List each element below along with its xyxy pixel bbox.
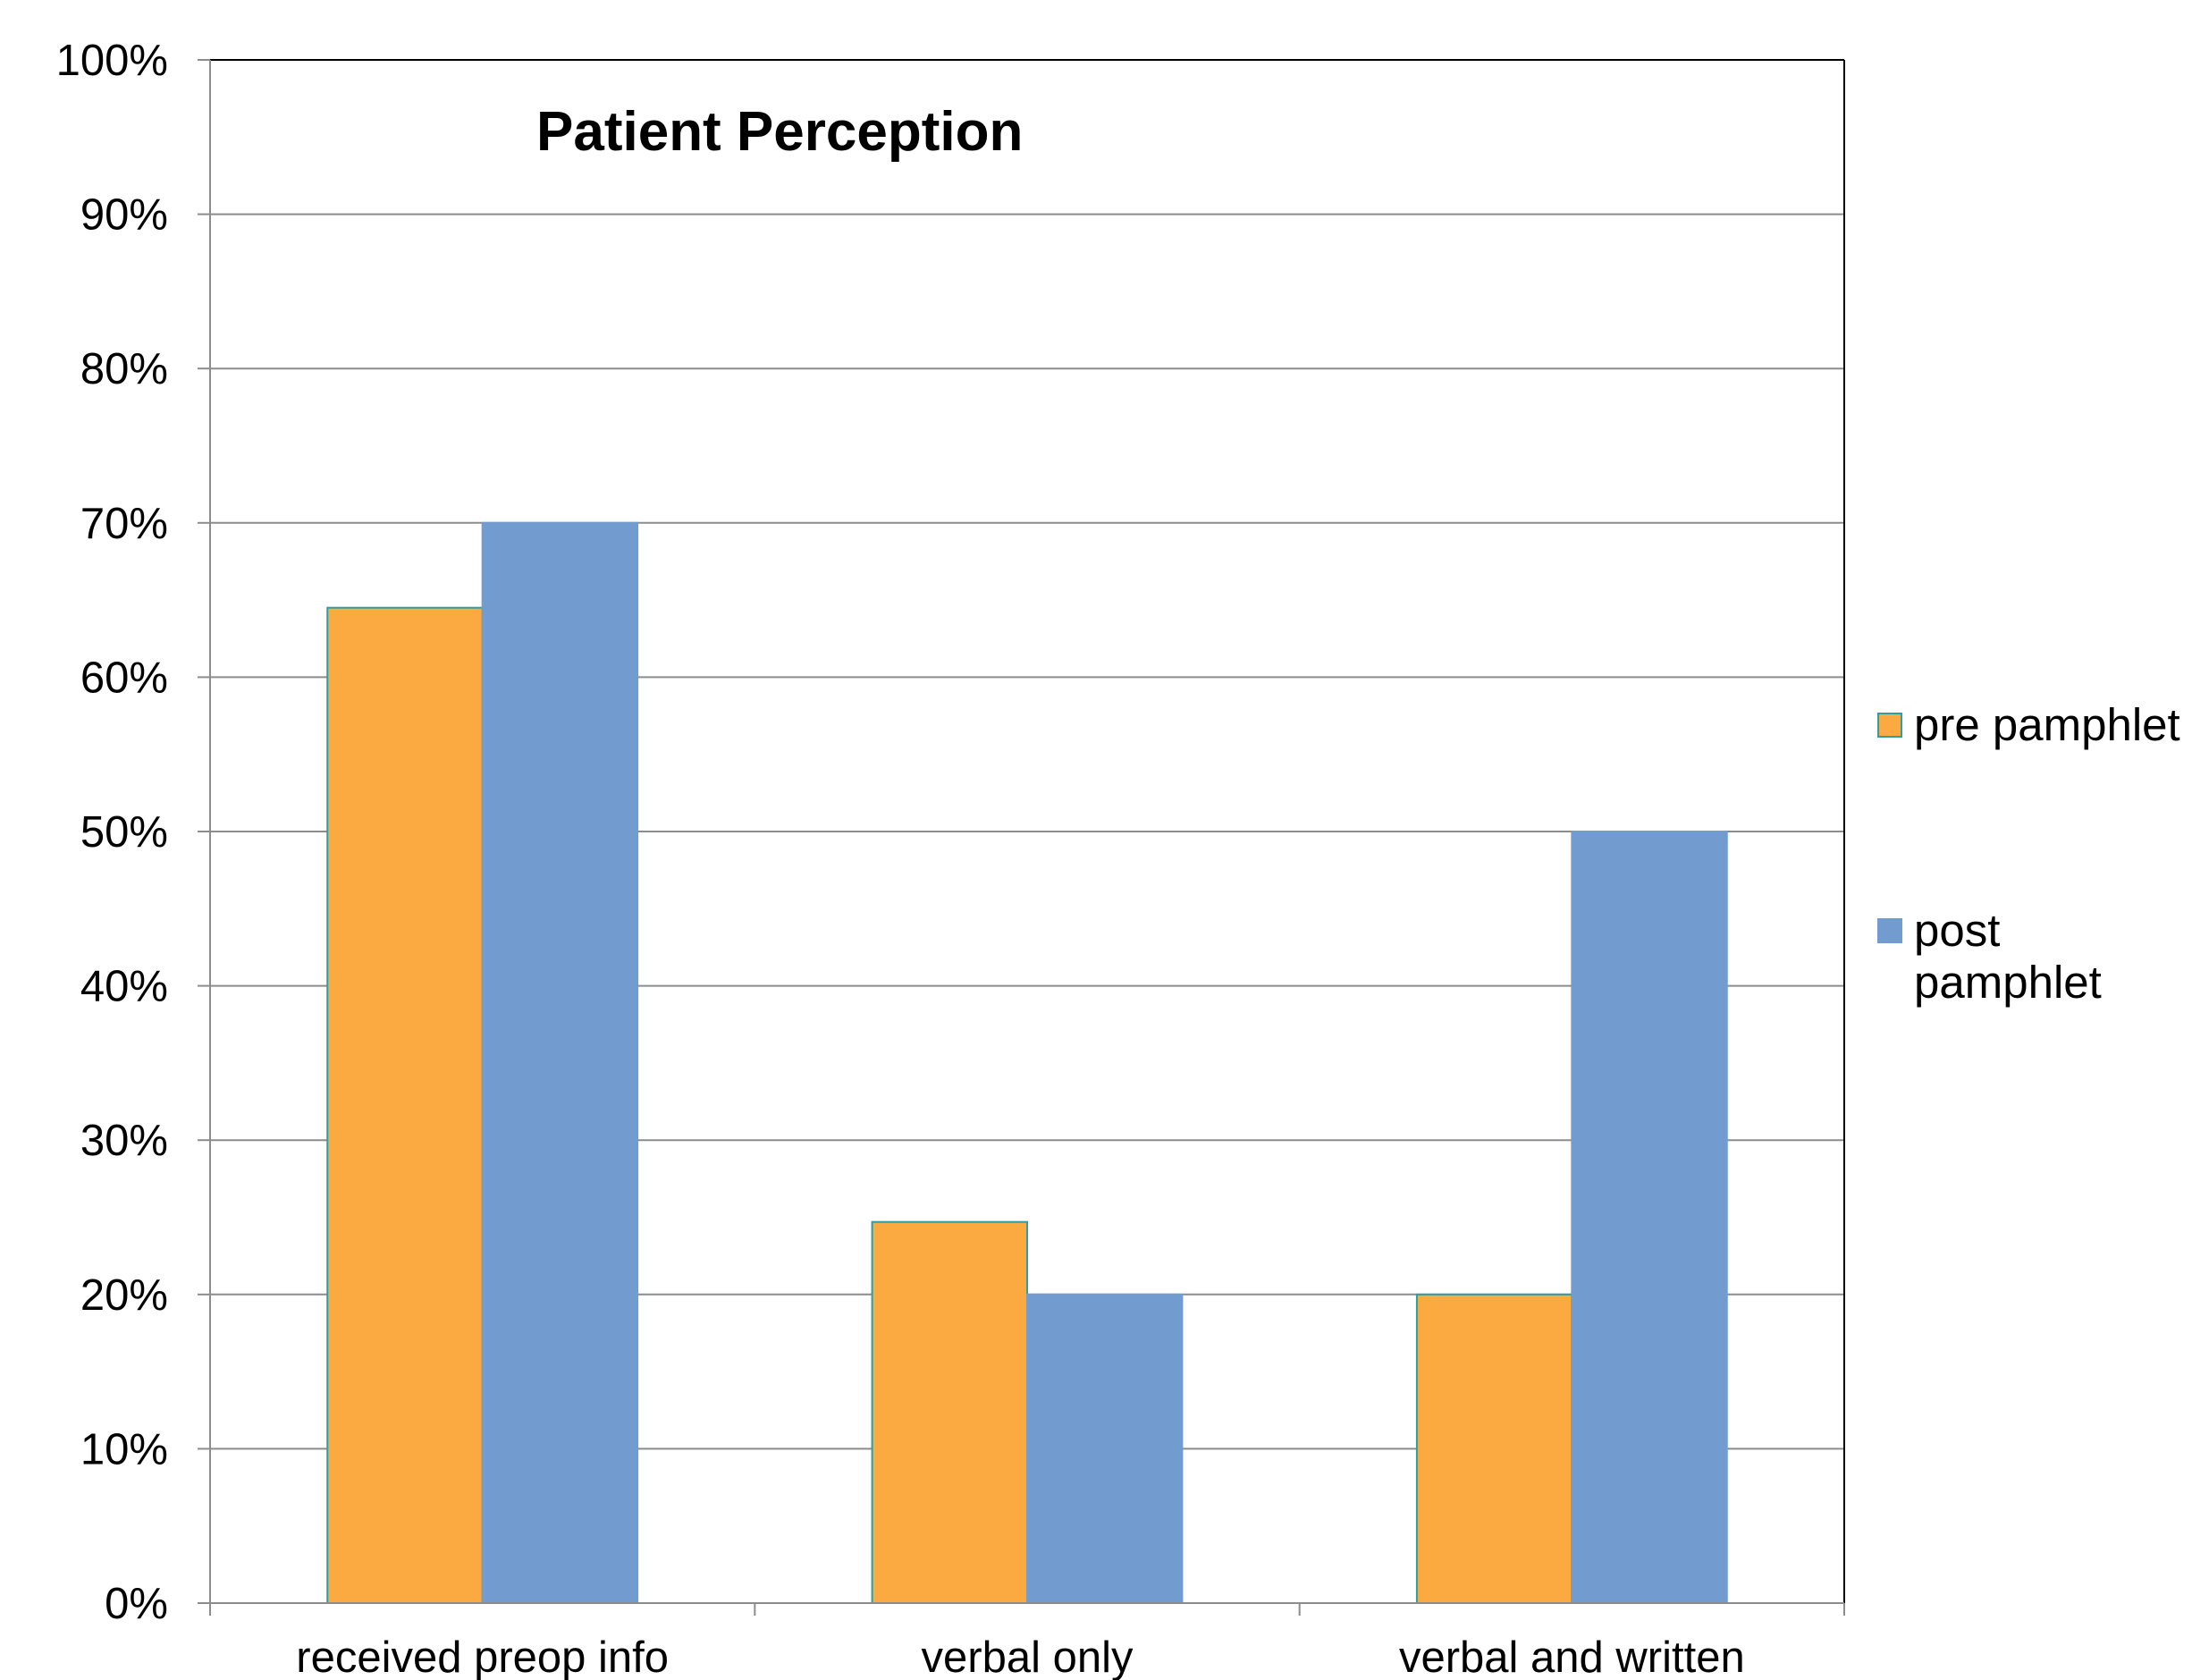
category-label: verbal only xyxy=(922,1634,1134,1680)
y-tick-label: 80% xyxy=(80,345,168,393)
y-tick-label: 70% xyxy=(80,500,168,548)
legend: pre pamphlet post pamphlet xyxy=(1877,699,2180,1008)
y-tick-label: 90% xyxy=(80,191,168,240)
y-tick-label: 100% xyxy=(56,37,168,85)
bar xyxy=(1026,1293,1184,1605)
axes xyxy=(198,59,1845,1616)
bar xyxy=(871,1220,1028,1604)
legend-label: pre pamphlet xyxy=(1914,699,2180,750)
y-tick-label: 50% xyxy=(80,808,168,857)
legend-label: post pamphlet xyxy=(1914,905,2102,1008)
y-tick-label: 20% xyxy=(80,1271,168,1320)
bar xyxy=(1415,1293,1573,1605)
bar xyxy=(1571,831,1728,1604)
category-label: received preop info xyxy=(296,1634,669,1680)
bar xyxy=(326,606,484,1604)
legend-swatch xyxy=(1877,713,1902,738)
category-labels: received preop info verbal only verbal and… xyxy=(296,1634,1744,1680)
y-tick-label: 40% xyxy=(80,963,168,1011)
bars xyxy=(326,521,1728,1605)
bar xyxy=(481,521,639,1604)
y-tick-label: 60% xyxy=(80,654,168,702)
y-tick-labels: 0% 10% 20% 30% 40% 50% 60% 70% 80% 90% 100% xyxy=(56,37,168,1628)
y-tick-label: 30% xyxy=(80,1117,168,1165)
chart-title: Patient Perception xyxy=(536,101,1023,163)
y-tick-label: 0% xyxy=(105,1580,168,1628)
y-tick-label: 10% xyxy=(80,1425,168,1473)
legend-swatch xyxy=(1877,918,1902,943)
category-label: verbal and written xyxy=(1399,1634,1745,1680)
